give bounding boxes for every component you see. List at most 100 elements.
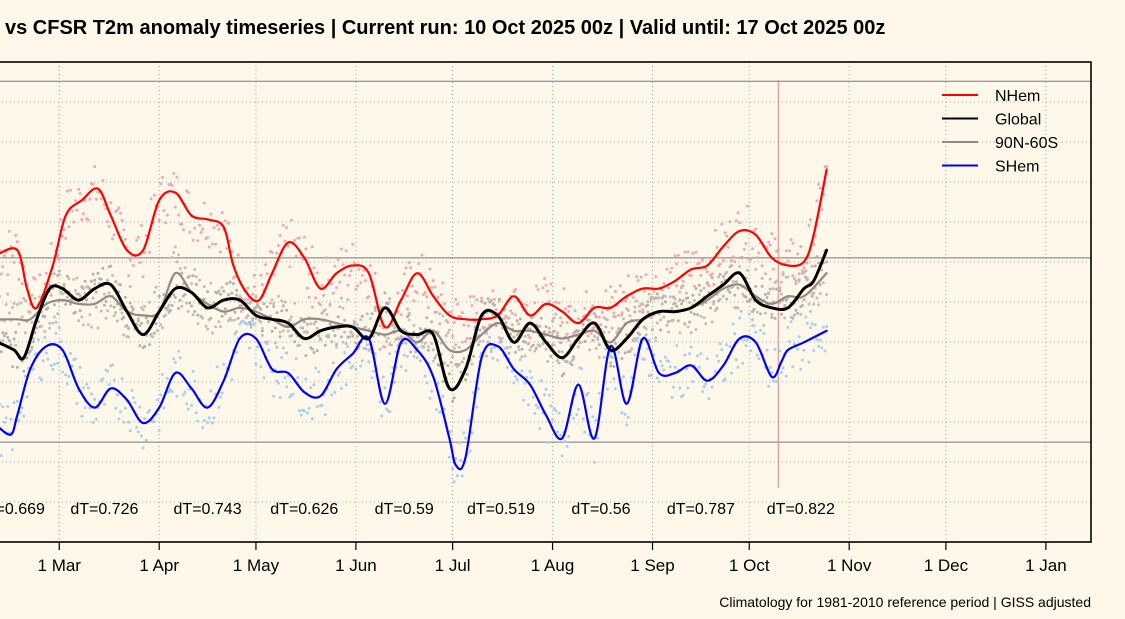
data-point-90n-60s	[14, 343, 18, 347]
data-point-nhem	[451, 334, 455, 338]
data-point-global	[143, 344, 147, 348]
data-point-nhem	[301, 257, 305, 261]
data-point-shem	[757, 357, 761, 361]
data-point-global	[567, 338, 571, 342]
data-point-nhem	[210, 242, 214, 246]
data-point-shem	[780, 371, 783, 374]
x-axis: 1 Mar 1 Apr 1 May 1 Jun 1 Jul 1 Aug 1 Sep 1 Oct…	[38, 542, 1067, 575]
data-point-90n-60s	[202, 285, 206, 289]
data-point-global	[33, 331, 37, 335]
data-point-global	[138, 344, 142, 348]
data-point-shem	[254, 362, 258, 366]
data-point-shem	[551, 418, 555, 422]
data-point-nhem	[23, 299, 27, 302]
data-point-global	[11, 365, 14, 369]
data-point-global	[314, 320, 318, 324]
data-point-shem	[260, 326, 264, 330]
data-point-nhem	[383, 345, 387, 349]
data-point-nhem	[402, 272, 406, 276]
data-point-shem	[425, 381, 429, 385]
data-point-nhem	[65, 189, 69, 193]
data-point-90n-60s	[136, 317, 140, 321]
data-point-nhem	[336, 258, 340, 261]
data-point-shem	[61, 370, 64, 374]
data-point-nhem	[170, 184, 174, 187]
data-point-90n-60s	[1, 339, 5, 343]
data-point-shem	[399, 365, 403, 369]
data-point-90n-60s	[178, 267, 182, 270]
data-point-90n-60s	[217, 320, 221, 324]
data-point-90n-60s	[338, 305, 342, 309]
data-point-90n-60s	[638, 309, 642, 313]
data-point-shem	[544, 387, 548, 391]
data-point-global	[217, 289, 221, 293]
data-point-global	[140, 321, 143, 325]
data-point-nhem	[20, 282, 24, 286]
data-point-shem	[91, 421, 95, 424]
data-point-shem	[212, 416, 216, 420]
data-point-90n-60s	[194, 275, 198, 279]
dt-label: dT=0.787	[667, 501, 735, 518]
data-point-shem	[699, 352, 703, 356]
data-point-nhem	[252, 273, 256, 277]
data-point-global	[699, 289, 703, 293]
data-point-90n-60s	[327, 333, 330, 337]
data-point-shem	[336, 373, 340, 377]
data-point-90n-60s	[143, 304, 147, 308]
data-point-90n-60s	[593, 334, 596, 338]
data-point-90n-60s	[252, 285, 256, 289]
data-point-global	[749, 297, 753, 301]
data-point-global	[136, 319, 140, 323]
data-point-nhem	[81, 212, 85, 216]
data-point-nhem	[792, 277, 796, 281]
data-point-shem	[505, 366, 509, 369]
data-point-nhem	[360, 273, 364, 277]
data-point-shem	[339, 386, 343, 390]
data-point-90n-60s	[578, 340, 582, 344]
data-point-shem	[186, 407, 190, 411]
data-point-90n-60s	[138, 324, 142, 328]
data-point-shem	[183, 390, 187, 394]
data-point-nhem	[713, 228, 717, 232]
data-point-90n-60s	[810, 291, 814, 295]
data-point-shem	[81, 386, 85, 390]
data-point-shem	[94, 417, 98, 421]
data-point-nhem	[697, 261, 701, 265]
data-point-nhem	[601, 311, 604, 314]
data-point-nhem	[107, 224, 111, 228]
data-point-90n-60s	[280, 299, 284, 303]
data-point-global	[710, 276, 714, 280]
data-point-global	[559, 341, 563, 345]
data-point-shem	[821, 325, 825, 329]
data-point-shem	[657, 380, 661, 384]
data-point-global	[288, 318, 292, 322]
data-point-nhem	[115, 208, 119, 212]
data-point-90n-60s	[454, 343, 458, 347]
data-point-nhem	[641, 308, 645, 312]
data-point-90n-60s	[93, 282, 97, 286]
data-point-nhem	[510, 312, 514, 315]
data-point-nhem	[647, 292, 651, 296]
data-point-90n-60s	[115, 319, 119, 323]
x-tick-label: 1 Dec	[924, 556, 969, 575]
data-point-nhem	[306, 286, 309, 290]
data-point-shem	[314, 366, 318, 370]
data-point-shem	[441, 394, 445, 398]
data-point-90n-60s	[220, 286, 224, 289]
data-point-shem	[625, 423, 629, 427]
data-point-nhem	[470, 304, 474, 308]
data-point-90n-60s	[146, 321, 150, 324]
data-point-90n-60s	[435, 353, 438, 357]
data-point-global	[728, 290, 732, 294]
data-point-shem	[338, 371, 342, 375]
x-tick-label: 1 Apr	[139, 556, 179, 575]
data-point-nhem	[721, 258, 725, 262]
data-point-nhem	[736, 211, 740, 215]
data-point-90n-60s	[88, 313, 92, 317]
data-point-90n-60s	[610, 326, 614, 330]
data-point-nhem	[702, 286, 706, 290]
data-point-nhem	[609, 285, 613, 289]
data-point-shem	[12, 401, 16, 404]
data-point-90n-60s	[346, 298, 350, 302]
data-point-shem	[335, 345, 338, 349]
